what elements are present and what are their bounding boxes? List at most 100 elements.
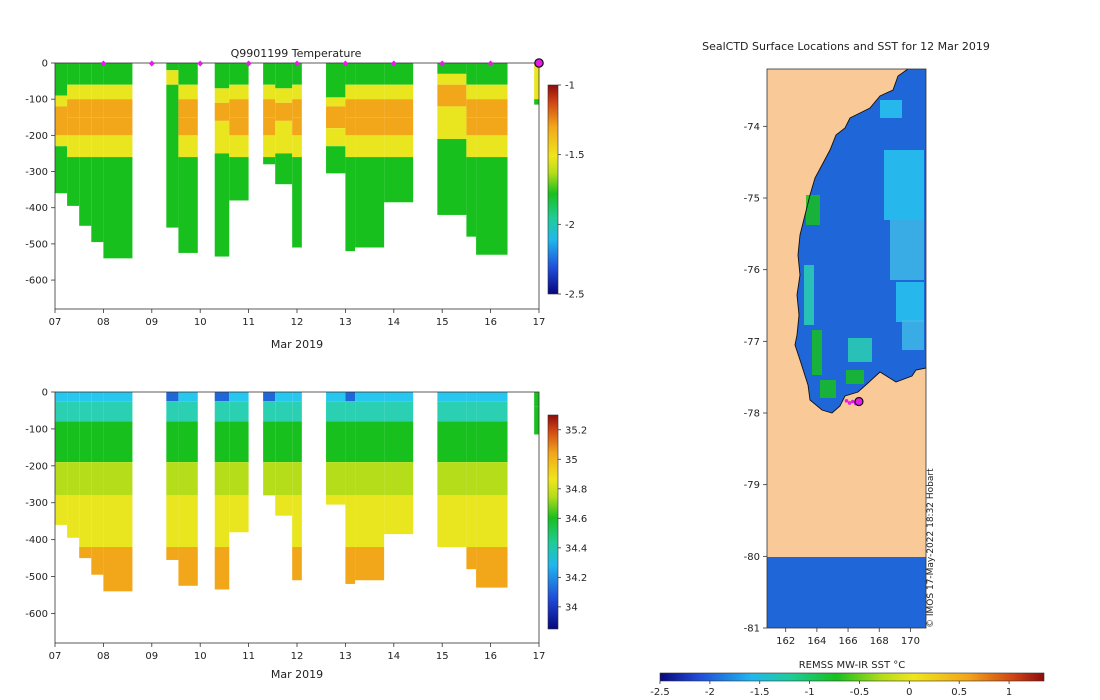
sal-profile-band [79,421,92,463]
temp-profile-band [345,117,356,136]
temp-profile-band [67,135,80,158]
colorbar-tick-label: 34.8 [565,484,587,495]
sal-profile-band [384,421,414,463]
x-tick-label: 13 [339,317,352,328]
temp-profile-band [292,117,302,136]
x-tick-label: 14 [387,651,400,662]
temp-profile-band [178,63,198,85]
temp-profile-band [55,106,68,136]
sal-profile-band [178,495,198,548]
sal-profile-band [214,547,230,590]
sal-profile-band [292,392,302,402]
temp-profile-band [214,120,230,154]
x-tick-label: 08 [97,651,110,662]
temp-profile-band [91,84,104,100]
temperature-y-ticks: 0 -100 -200 -300 -400 -500 -600 [25,59,55,287]
sal-profile-band [466,547,477,570]
sal-profile-band [229,421,249,463]
temp-profile-band [476,63,508,85]
sal-profile-band [326,392,346,402]
temp-profile-band [67,99,80,118]
map-panel: SealCTD Surface Locations and SST for 12… [650,40,1045,698]
sal-profile-band [55,401,68,422]
temp-profile-band [476,84,508,100]
sst-colorbar-tick-label: 1 [1006,687,1012,698]
temp-profile-band [292,157,302,248]
temp-profile-band [275,153,293,185]
map-sst-patch [890,220,924,280]
sal-profile-band [55,421,68,463]
sal-profile-band [275,495,293,516]
sal-profile-band [384,495,414,535]
latitude-tick-label: -81 [744,624,760,635]
temp-profile-band [437,84,467,107]
temp-profile-band [67,63,80,85]
sal-profile-band [103,392,133,402]
latitude-tick-label: -74 [744,122,760,133]
salinity-panel: 0 -100 -200 -300 -400 -500 -600 07 08 09 10 11 12 13… [25,388,587,682]
sal-profile-band [345,421,356,463]
seal-last-position-marker [854,396,864,407]
temp-profile-band [466,84,477,100]
y-tick-label: -600 [25,276,48,287]
temp-profile-band [263,84,276,100]
y-tick-label: -600 [25,609,48,620]
y-tick-label: -100 [25,95,48,106]
colorbar-tick-label: 35.2 [565,425,587,436]
map-coastline [794,68,927,414]
y-tick-label: -200 [25,461,48,472]
temp-profile-band [55,95,68,107]
sal-profile-band [437,495,467,548]
map-sst-patch [848,338,872,362]
temp-profile-band [437,138,467,215]
sal-profile-band [476,392,508,402]
temp-profile-band [103,99,133,118]
temp-profile-band [326,63,346,98]
longitude-tick-label: 162 [776,636,795,647]
x-tick-label: 11 [242,317,255,328]
temp-profile-band [476,117,508,136]
sal-profile-band [67,462,80,496]
y-tick-label: -400 [25,203,48,214]
sal-profile-band [437,392,467,402]
temp-profile-band [326,146,346,174]
longitude-tick-label: 168 [870,636,889,647]
longitude-tick-label: 170 [901,636,920,647]
map-ice-shelf-sst [767,557,926,628]
sal-profile-band [103,462,133,496]
sal-profile-band [355,421,385,463]
temp-profile-band [178,99,198,118]
sal-profile-band [79,547,92,559]
x-tick-label: 09 [145,651,158,662]
sal-profile-band [355,462,385,496]
sal-profile-band [67,421,80,463]
x-tick-label: 16 [484,651,497,662]
x-tick-label: 10 [194,317,207,328]
sal-profile-band [466,462,477,496]
sal-profile-band [166,462,179,496]
map-longitude-ticks: 162 164 166 168 170 [776,628,920,647]
temp-profile-band [355,117,385,136]
temp-profile-band [79,117,92,136]
sst-colorbar [659,672,1045,682]
sal-profile-band [263,392,276,402]
temp-profile-band [275,120,293,154]
y-tick-label: -200 [25,131,48,142]
temperature-profiles [55,63,539,259]
temp-profile-band [345,99,356,118]
sal-profile-band [355,392,385,402]
salinity-profiles [55,392,539,592]
colorbar-tick-label: 34.2 [565,573,587,584]
temp-profile-band [178,84,198,100]
sst-colorbar-tick-label: -2 [705,687,715,698]
colorbar-tick-label: -1.5 [565,150,585,161]
temp-profile-band [292,84,302,100]
temp-profile-band [384,63,414,85]
map-sst-patch [812,330,822,375]
sal-profile-band [229,462,249,496]
x-tick-label: 15 [436,317,449,328]
temp-profile-band [476,99,508,118]
sst-colorbar-tick-label: 0 [906,687,912,698]
colorbar-tick-label: -2 [565,220,575,231]
